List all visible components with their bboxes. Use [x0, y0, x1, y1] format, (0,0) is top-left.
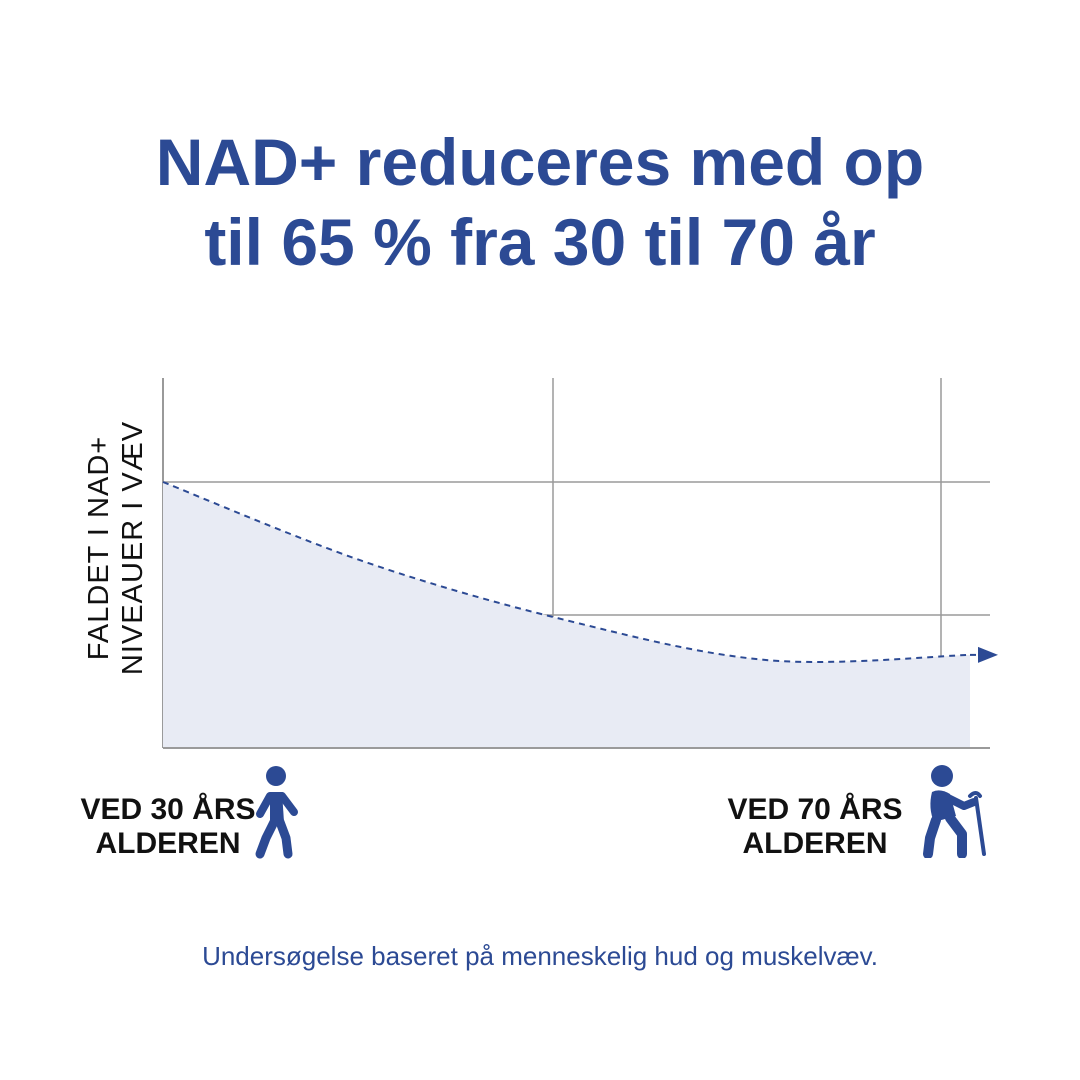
- walking-person-icon: [255, 766, 298, 859]
- x-label-start-line-2: ALDEREN: [95, 827, 241, 860]
- title-line-2: til 65 % fra 30 til 70 år: [204, 205, 876, 279]
- x-label-end-line-1: VED 70 ÅRS: [727, 793, 903, 826]
- elderly-person-with-cane-icon: [923, 765, 986, 858]
- x-label-end-line-2: ALDEREN: [742, 827, 888, 860]
- title-line-1: NAD+ reduceres med op: [155, 125, 925, 199]
- y-axis-label-line-2: NIVEAUER I VÆV: [117, 420, 149, 676]
- chart-area-fill: [163, 482, 970, 748]
- x-label-end: VED 70 ÅRS ALDEREN: [700, 793, 930, 861]
- x-label-start-line-1: VED 30 ÅRS: [80, 793, 256, 826]
- chart-arrow-icon: [978, 646, 998, 663]
- y-axis-label: FALDET I NAD+ NIVEAUER I VÆV: [82, 368, 150, 728]
- x-label-start: VED 30 ÅRS ALDEREN: [48, 793, 288, 861]
- page-title: NAD+ reduceres med op til 65 % fra 30 ti…: [0, 122, 1080, 282]
- footnote: Undersøgelse baseret på menneskelig hud …: [202, 941, 878, 971]
- y-axis-label-line-1: FALDET I NAD+: [83, 435, 115, 661]
